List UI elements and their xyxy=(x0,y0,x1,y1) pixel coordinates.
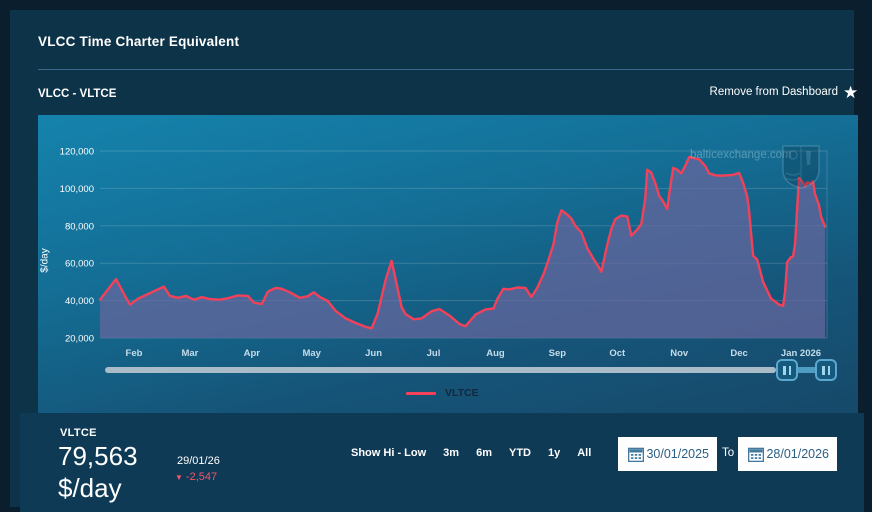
chart-panel: 20,000 40,000 60,000 80,000 100,000 120,000 Fe… xyxy=(38,115,858,413)
price-line-chart: 20,000 40,000 60,000 80,000 100,000 120,000 Fe… xyxy=(60,147,828,359)
show-hilow-toggle[interactable]: Show Hi - Low xyxy=(351,447,427,459)
svg-text:Feb: Feb xyxy=(126,348,143,359)
range-button-6m[interactable]: 6m xyxy=(476,447,492,459)
footer-symbol: VLTCE xyxy=(60,427,97,439)
svg-text:Mar: Mar xyxy=(181,348,198,359)
svg-text:May: May xyxy=(302,348,321,359)
svg-text:Sep: Sep xyxy=(549,348,567,359)
svg-text:Nov: Nov xyxy=(670,348,689,359)
svg-text:Jun: Jun xyxy=(365,348,382,359)
scrollbar-handle-left[interactable] xyxy=(776,359,798,381)
svg-text:120,000: 120,000 xyxy=(60,147,94,158)
calendar-icon xyxy=(748,447,764,462)
footer-change: ▼ -2,547 xyxy=(175,471,218,483)
svg-text:Dec: Dec xyxy=(730,348,747,359)
footer-date: 29/01/26 xyxy=(177,455,220,467)
date-to-input[interactable]: 28/01/2026 xyxy=(738,437,837,471)
scrollbar-handle-right[interactable] xyxy=(815,359,837,381)
range-button-ytd[interactable]: YTD xyxy=(508,447,531,459)
legend-line-swatch xyxy=(406,391,436,395)
remove-from-dashboard-button[interactable]: Remove from Dashboard xyxy=(709,86,838,98)
svg-text:40,000: 40,000 xyxy=(65,296,94,307)
svg-text:Jul: Jul xyxy=(427,348,441,359)
svg-text:20,000: 20,000 xyxy=(65,334,94,345)
chart-widget-card: VLCC Time Charter Equivalent VLCC - VLTC… xyxy=(10,10,864,512)
footer-unit: $/day xyxy=(58,473,122,503)
svg-text:100,000: 100,000 xyxy=(60,184,94,195)
baltic-exchange-crest-icon xyxy=(782,145,820,189)
range-button-1y[interactable]: 1y xyxy=(547,447,561,459)
watermark-text: balticexchange.com xyxy=(690,149,792,161)
chart-scrollbar-track[interactable] xyxy=(105,367,776,373)
chart-subtitle: VLCC - VLTCE xyxy=(38,88,117,100)
date-from-value: 30/01/2025 xyxy=(646,447,709,461)
title-separator xyxy=(38,69,854,70)
favorite-star-icon[interactable]: ★ xyxy=(843,83,859,102)
date-to-value: 28/01/2026 xyxy=(766,447,829,461)
svg-text:Aug: Aug xyxy=(486,348,505,359)
to-label: To xyxy=(722,447,735,459)
legend-label: VLTCE xyxy=(445,387,479,399)
page-title: VLCC Time Charter Equivalent xyxy=(38,34,240,49)
svg-text:Jan 2026: Jan 2026 xyxy=(781,348,821,359)
range-button-all[interactable]: All xyxy=(577,447,592,459)
date-from-input[interactable]: 30/01/2025 xyxy=(618,437,717,471)
svg-text:Oct: Oct xyxy=(609,348,626,359)
chart-scrollbar-range[interactable] xyxy=(780,367,832,373)
svg-text:80,000: 80,000 xyxy=(65,221,94,232)
svg-text:60,000: 60,000 xyxy=(65,259,94,270)
footer-value: 79,563 xyxy=(58,441,138,471)
svg-text:Apr: Apr xyxy=(244,348,261,359)
down-triangle-icon: ▼ xyxy=(175,473,183,482)
range-button-3m[interactable]: 3m xyxy=(443,447,460,459)
range-controls: Show Hi - Low 3m 6m YTD 1y All xyxy=(351,447,591,459)
legend-item-vltce[interactable]: VLTCE xyxy=(406,387,479,399)
y-axis-title: $/day xyxy=(39,248,51,273)
calendar-icon xyxy=(628,447,644,462)
footer-panel: VLTCE 79,563 $/day 29/01/26 ▼ -2,547 Show… xyxy=(20,413,864,512)
